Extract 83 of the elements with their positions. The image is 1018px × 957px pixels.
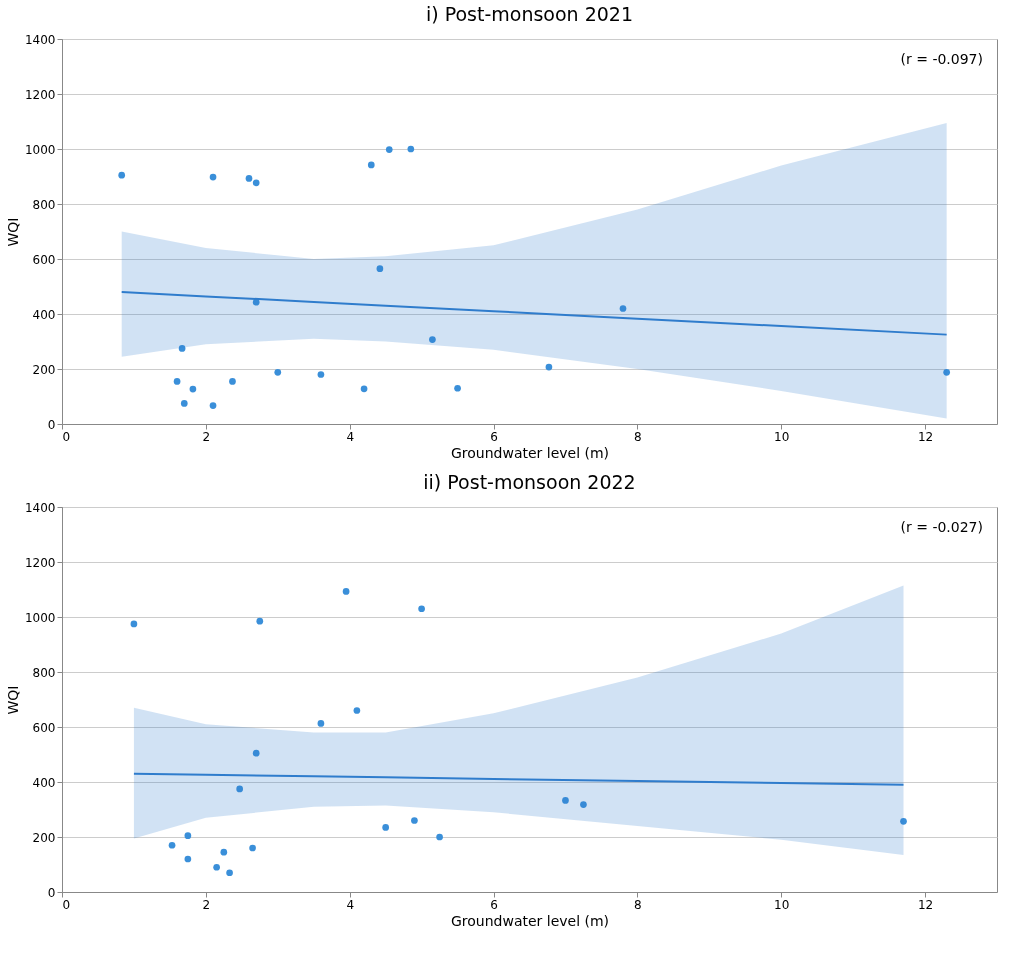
x-tick-label: 6: [490, 897, 498, 912]
y-tick-label: 600: [32, 720, 56, 735]
point: [407, 145, 415, 153]
point: [209, 402, 217, 409]
x-tick-label: 10: [774, 429, 790, 444]
point: [367, 161, 375, 169]
x-axis-title: Groundwater level (m): [450, 912, 610, 929]
y-tick-label: 0: [47, 417, 56, 432]
x-tick-label: 12: [917, 429, 934, 444]
point: [252, 179, 260, 187]
y-tick-label: 0: [47, 885, 56, 900]
x-axis-title: Groundwater level (m): [450, 444, 610, 461]
point: [580, 801, 587, 808]
x-tick-label: 8: [634, 897, 642, 912]
y-tick-label: 800: [32, 665, 56, 680]
point: [173, 378, 181, 385]
y-tick-label: 200: [32, 362, 56, 377]
annotation: (r = -0.027): [900, 519, 983, 535]
x-tick-label: 10: [774, 897, 790, 912]
y-axis-title: WQI: [4, 217, 21, 247]
x-tick-label: 8: [634, 429, 642, 444]
point: [209, 173, 217, 181]
y-tick-label: 1200: [24, 87, 56, 102]
point: [436, 833, 443, 841]
point: [562, 797, 569, 804]
point: [184, 855, 192, 863]
point: [545, 363, 553, 371]
point: [213, 863, 220, 871]
point: [229, 378, 236, 385]
chart-title: ii) Post-monsoon 2022: [423, 471, 636, 493]
y-tick-label: 1000: [24, 142, 56, 157]
x-tick-label: 0: [62, 897, 71, 912]
point: [130, 620, 138, 628]
point: [454, 384, 461, 392]
line-series: [132, 772, 905, 786]
point: [184, 832, 192, 839]
line-series: [120, 291, 948, 336]
y-tick-label: 1400: [24, 500, 56, 515]
y-tick-label: 200: [32, 830, 56, 845]
y-tick-label: 400: [32, 775, 56, 790]
y-tick-label: 600: [32, 252, 56, 267]
point: [943, 368, 951, 376]
point: [382, 824, 390, 831]
annotation: (r = -0.097): [900, 51, 983, 67]
y-tick-label: 1400: [24, 32, 56, 47]
x-tick-label: 12: [917, 897, 934, 912]
y-axis-title: WQI: [4, 685, 21, 715]
point: [249, 844, 256, 852]
point: [189, 385, 197, 393]
point: [118, 171, 126, 179]
y-tick-label: 1000: [24, 610, 56, 625]
point: [385, 146, 393, 153]
chart-title: i) Post-monsoon 2021: [425, 3, 634, 25]
y-tick-label: 1200: [24, 555, 56, 570]
x-tick-label: 6: [490, 429, 498, 444]
point: [317, 720, 325, 727]
point: [226, 869, 233, 877]
point: [418, 605, 425, 613]
x-tick-label: 2: [202, 429, 211, 444]
point: [376, 265, 384, 272]
point: [252, 749, 260, 757]
point: [411, 817, 418, 824]
point: [619, 305, 627, 312]
point: [180, 400, 188, 407]
point: [429, 336, 436, 343]
x-tick-label: 2: [202, 897, 211, 912]
point: [317, 371, 325, 378]
point: [236, 785, 243, 793]
point: [900, 817, 907, 825]
point: [274, 368, 282, 376]
point: [178, 345, 186, 352]
point: [360, 385, 368, 393]
point: [342, 588, 350, 595]
x-tick-label: 0: [62, 429, 71, 444]
point: [168, 841, 176, 849]
y-tick-label: 400: [32, 307, 56, 322]
y-tick-label: 800: [32, 197, 56, 212]
x-tick-label: 4: [346, 429, 355, 444]
x-tick-label: 4: [346, 897, 355, 912]
point: [245, 175, 253, 182]
point: [256, 617, 264, 625]
point: [353, 707, 361, 714]
point: [220, 848, 228, 856]
